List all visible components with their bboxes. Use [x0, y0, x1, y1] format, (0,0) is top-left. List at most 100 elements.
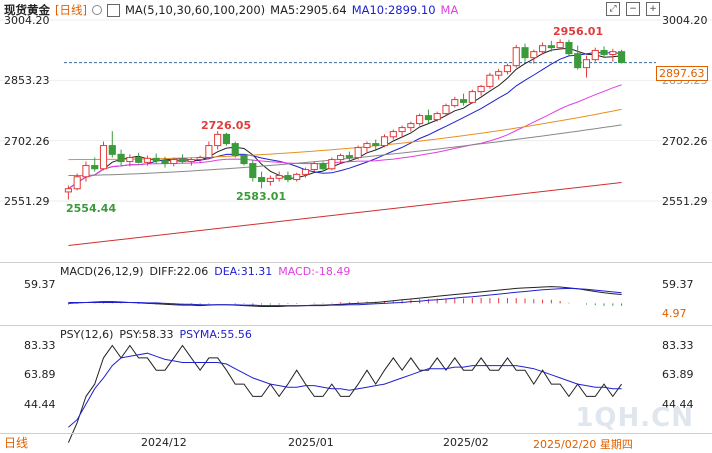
candle-body	[337, 155, 345, 161]
date-label-current: 2025/02/20 星期四	[533, 438, 633, 451]
candle-body	[565, 41, 573, 55]
candle-body	[187, 159, 195, 163]
mid-high-annotation: 2726.05	[201, 119, 252, 132]
candle-body	[512, 47, 520, 67]
candle-body	[240, 155, 248, 165]
candle-body	[433, 113, 441, 121]
psy-right-axis-1: 83.33	[662, 339, 694, 352]
candle-body	[582, 59, 591, 69]
candle-body	[591, 49, 599, 61]
macd-dea-value: DEA:31.31	[214, 265, 273, 278]
candle-body	[117, 153, 125, 163]
left-axis-label-2: 2853.23	[4, 74, 50, 87]
low1-annotation: 2554.44	[66, 202, 117, 215]
candle-body	[398, 127, 406, 133]
candle-body	[108, 145, 116, 155]
candle-body	[407, 123, 415, 129]
psy-value: PSY:58.33	[119, 328, 174, 341]
indicator-chart-icon[interactable]	[106, 3, 120, 17]
date-label-1: 2024/12	[141, 436, 187, 449]
watermark-logo: 1QH.CN	[575, 403, 694, 433]
psy-right-axis-2: 63.89	[662, 368, 694, 381]
candle-body	[345, 155, 353, 159]
candle-body	[380, 136, 389, 147]
candle-body	[328, 159, 336, 170]
candle-body	[468, 91, 476, 103]
candle-body	[451, 99, 459, 107]
candle-body	[152, 157, 160, 162]
macd-left-axis: 59.37	[24, 278, 56, 291]
candle-body	[73, 176, 81, 190]
candle-body	[547, 45, 555, 49]
candle-body	[301, 169, 310, 175]
candle-body	[64, 188, 72, 193]
macd-value: MACD:-18.49	[278, 265, 351, 278]
current-price-tag: 2897.63	[656, 66, 708, 81]
high-annotation: 2956.01	[553, 25, 604, 38]
candle-body	[231, 143, 239, 157]
plus-icon[interactable]: +	[646, 2, 660, 16]
candle-body	[539, 45, 547, 53]
left-axis-label-4: 2551.29	[4, 195, 50, 208]
candle-body	[609, 51, 617, 55]
psy-right-axis-3: 44.44	[662, 398, 694, 411]
psy-line	[67, 344, 623, 443]
candle-body	[91, 165, 99, 170]
candle-body	[495, 71, 503, 76]
ma60-line	[68, 108, 622, 161]
ma-extra: MA	[440, 3, 459, 17]
candle-body	[354, 147, 362, 159]
macd-params: MACD(26,12,9)	[60, 265, 144, 278]
candle-body	[503, 65, 512, 73]
candle-body	[143, 157, 151, 163]
candle-body	[258, 177, 266, 183]
macd-right-axis-top: 59.37	[662, 278, 694, 291]
candle-body	[574, 53, 582, 69]
toolbar-icons: ⤢ − +	[606, 2, 660, 16]
candle-body	[170, 159, 178, 165]
ma-params: MA(5,10,30,60,100,200)	[124, 3, 266, 17]
candle-body	[178, 159, 187, 163]
candle-body	[82, 165, 90, 178]
left-axis-label-1: 3004.20	[4, 14, 50, 27]
period-label-bottom[interactable]: 日线	[4, 436, 29, 450]
right-axis-label-1: 3004.20	[662, 14, 708, 27]
settings-circle-icon[interactable]	[91, 5, 102, 15]
expand-icon[interactable]: ⤢	[606, 2, 620, 16]
candle-body	[275, 175, 283, 179]
candle-body	[459, 99, 468, 103]
macd-right-axis-bottom: 4.97	[662, 307, 687, 320]
chart-legend: 现货黄金 [日线] MA(5,10,30,60,100,200) MA5:290…	[4, 2, 458, 18]
psyma-value: PSYMA:55.56	[179, 328, 252, 341]
candle-body	[363, 143, 371, 149]
ma200-line	[68, 182, 622, 246]
ma5-line	[68, 47, 622, 190]
minus-icon[interactable]: −	[626, 2, 640, 16]
right-axis-label-4: 2551.29	[662, 195, 708, 208]
candle-body	[372, 143, 380, 147]
psy-params: PSY(12,6)	[60, 328, 114, 341]
candle-body	[266, 177, 274, 183]
ma10-line	[68, 51, 622, 190]
psy-left-axis-3: 44.44	[24, 398, 56, 411]
candle-body	[293, 173, 301, 181]
period-selector[interactable]: [日线]	[55, 3, 87, 17]
candle-body	[530, 51, 538, 59]
psyma-line	[68, 352, 622, 428]
macd-diff-value: DIFF:22.06	[149, 265, 209, 278]
candle-body	[424, 115, 432, 121]
candle-body	[249, 163, 257, 179]
candle-body	[222, 133, 231, 145]
candle-body	[521, 47, 529, 59]
macd-dea-line	[68, 287, 622, 307]
candle-body	[600, 49, 608, 55]
panel-divider-1	[0, 262, 712, 263]
candle-body	[205, 145, 213, 159]
candle-body	[310, 163, 318, 171]
date-label-2: 2025/01	[288, 436, 334, 449]
candle-body	[135, 157, 143, 163]
panel-divider-2	[0, 325, 712, 326]
psy-legend: PSY(12,6) PSY:58.33 PSYMA:55.56	[60, 328, 252, 341]
candle-body	[618, 51, 626, 63]
